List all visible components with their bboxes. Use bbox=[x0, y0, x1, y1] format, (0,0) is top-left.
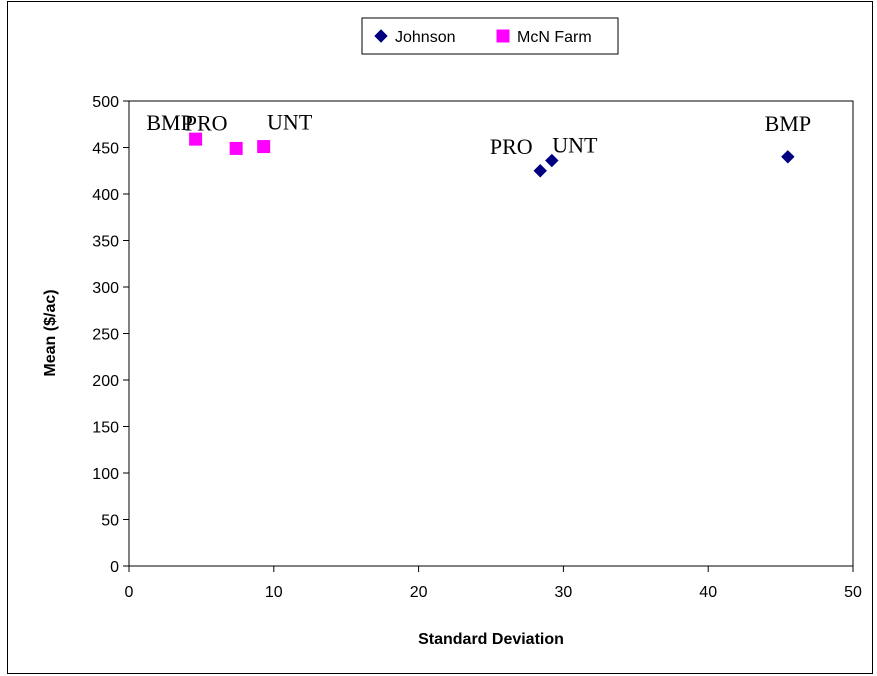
y-tick-label: 500 bbox=[92, 94, 119, 111]
legend-marker-johnson bbox=[374, 29, 388, 43]
legend-box bbox=[361, 17, 619, 55]
y-tick-label: 450 bbox=[92, 141, 119, 158]
data-point bbox=[533, 164, 547, 178]
y-axis-title: Mean ($/ac) bbox=[42, 289, 59, 376]
y-tick-label: 0 bbox=[110, 559, 119, 576]
data-point bbox=[781, 150, 795, 164]
x-tick-label: 10 bbox=[265, 584, 283, 601]
x-tick-label: 50 bbox=[844, 584, 862, 601]
legend-label: McN Farm bbox=[517, 29, 592, 46]
point-label: BMP bbox=[146, 110, 192, 135]
y-tick-label: 350 bbox=[92, 234, 119, 251]
legend-label: Johnson bbox=[395, 29, 456, 46]
point-label: PRO bbox=[490, 134, 533, 159]
y-tick-label: 150 bbox=[92, 420, 119, 437]
point-label: PRO bbox=[185, 110, 228, 135]
x-tick-label: 20 bbox=[410, 584, 428, 601]
y-axis: 0 50 100 150 200 250 300 350 400 450 500 bbox=[92, 94, 129, 576]
y-tick-label: 400 bbox=[92, 187, 119, 204]
data-point bbox=[257, 140, 271, 154]
point-label: UNT bbox=[267, 110, 313, 135]
y-tick-label: 100 bbox=[92, 466, 119, 483]
chart-area bbox=[7, 1, 873, 674]
x-tick-label: 30 bbox=[555, 584, 573, 601]
point-label: UNT bbox=[552, 133, 598, 158]
y-tick-label: 300 bbox=[92, 280, 119, 297]
x-tick-label: 40 bbox=[699, 584, 717, 601]
legend-marker-mcn-farm bbox=[496, 29, 510, 43]
y-tick-label: 50 bbox=[101, 513, 119, 530]
x-tick-label: 0 bbox=[125, 584, 134, 601]
x-axis-title: Standard Deviation bbox=[418, 631, 564, 648]
data-point bbox=[229, 141, 243, 155]
legend: Johnson McN Farm bbox=[361, 17, 619, 55]
data-point bbox=[189, 132, 203, 146]
y-tick-label: 200 bbox=[92, 373, 119, 390]
y-tick-label: 250 bbox=[92, 327, 119, 344]
plot-area bbox=[128, 100, 854, 567]
x-axis: 0 10 20 30 40 50 bbox=[125, 566, 862, 601]
point-label: BMP bbox=[765, 111, 811, 136]
data-point bbox=[545, 153, 559, 168]
data-points bbox=[189, 132, 795, 178]
